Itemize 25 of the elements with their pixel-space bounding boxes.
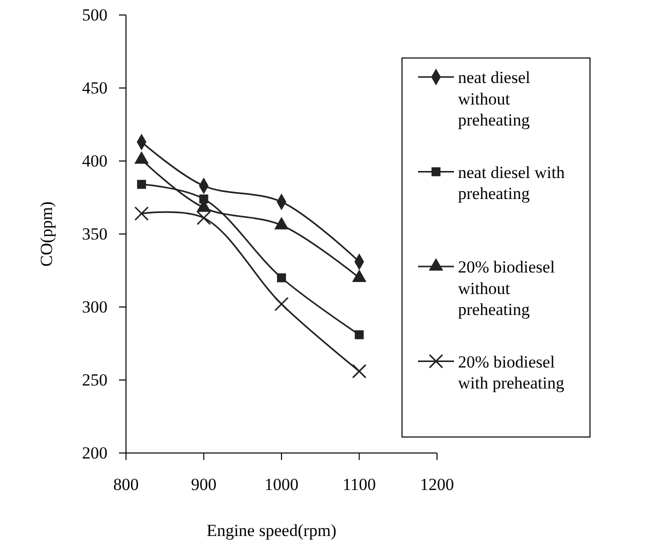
y-tick-label: 500 — [82, 5, 108, 24]
legend-label: 20% biodiesel without preheating — [458, 258, 556, 319]
y-tick-label: 350 — [82, 224, 108, 244]
point — [277, 273, 286, 282]
y-tick-label: 300 — [82, 297, 108, 316]
x-tick-label: 1200 — [420, 475, 454, 494]
point — [196, 210, 211, 226]
x-tick-label: 1100 — [342, 475, 376, 494]
x-tick-label: 1000 — [264, 475, 298, 494]
x-axis-title: Engine speed(rpm) — [206, 521, 336, 540]
legend-label: neat diesel without preheating — [458, 68, 530, 130]
y-tick-label: 200 — [82, 443, 108, 462]
legend-label: 20% biodiesel with preheating — [458, 352, 565, 392]
y-tick-label: 250 — [82, 370, 108, 390]
y-tick-label: 450 — [82, 78, 108, 98]
x-tick-label: 800 — [113, 475, 139, 494]
x-tick-label: 900 — [191, 475, 216, 494]
point — [274, 296, 289, 312]
point — [354, 330, 364, 340]
point — [352, 364, 366, 378]
y-axis-title: CO(ppm) — [37, 201, 56, 267]
point — [134, 206, 149, 221]
point — [137, 180, 146, 189]
legend-label: neat diesel with preheating — [458, 162, 566, 203]
y-tick-label: 400 — [82, 151, 108, 170]
